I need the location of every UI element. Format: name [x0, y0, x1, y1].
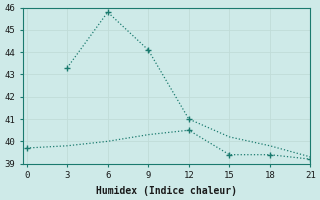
X-axis label: Humidex (Indice chaleur): Humidex (Indice chaleur)	[96, 186, 237, 196]
